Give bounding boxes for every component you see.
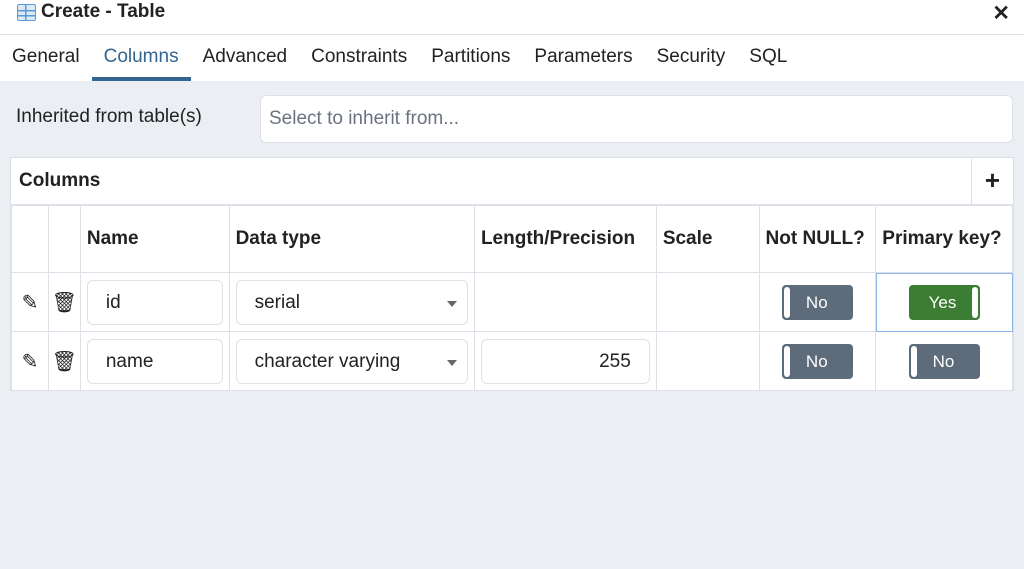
primary-key-toggle[interactable]: No xyxy=(908,343,980,379)
trash-icon[interactable]: 🗑 xyxy=(47,272,81,332)
name-input[interactable]: id xyxy=(86,279,223,325)
tab-bar: General Columns Advanced Constraints Par… xyxy=(0,35,1024,81)
scale-cell[interactable] xyxy=(655,272,760,332)
tab-columns[interactable]: Columns xyxy=(91,35,191,81)
inherit-select[interactable]: Select to inherit from... xyxy=(260,95,1013,143)
columns-table: Name Data type Length/Precision Scale No… xyxy=(11,205,1013,391)
header-primary-key: Primary key? xyxy=(875,205,1013,273)
trash-icon[interactable]: 🗑 xyxy=(47,331,81,391)
edit-icon[interactable]: ✎ xyxy=(11,272,49,332)
tab-partitions[interactable]: Partitions xyxy=(431,46,511,67)
edit-icon[interactable]: ✎ xyxy=(11,331,49,391)
data-type-select[interactable]: serial xyxy=(235,279,468,325)
length-cell[interactable] xyxy=(473,272,657,332)
tab-security[interactable]: Security xyxy=(656,46,726,67)
scale-cell[interactable] xyxy=(655,331,760,391)
tab-general[interactable]: General xyxy=(12,46,80,67)
tab-advanced[interactable]: Advanced xyxy=(202,46,288,67)
tab-parameters[interactable]: Parameters xyxy=(534,46,633,67)
header-row: Name Data type Length/Precision Scale No… xyxy=(11,205,1013,273)
header-not-null: Not NULL? xyxy=(758,205,877,273)
columns-grid: Columns + Name Data type Length/Precisio… xyxy=(10,157,1014,391)
dialog-title: Create - Table xyxy=(41,1,166,22)
primary-key-toggle[interactable]: Yes xyxy=(908,284,980,320)
grid-header: Columns + xyxy=(11,158,1013,205)
header-length: Length/Precision xyxy=(473,205,657,273)
data-type-select[interactable]: character varying xyxy=(235,338,468,384)
not-null-toggle[interactable]: No xyxy=(781,284,853,320)
tab-sql[interactable]: SQL xyxy=(749,46,788,67)
name-input[interactable]: name xyxy=(86,338,223,384)
not-null-toggle[interactable]: No xyxy=(781,343,853,379)
table-icon xyxy=(17,4,36,21)
length-input[interactable]: 255 xyxy=(480,338,650,384)
tab-constraints[interactable]: Constraints xyxy=(311,46,408,67)
header-scale: Scale xyxy=(655,205,760,273)
dialog-titlebar: Create - Table ✕ xyxy=(0,0,1024,35)
close-icon[interactable]: ✕ xyxy=(992,2,1010,25)
add-column-button[interactable]: + xyxy=(971,158,1013,204)
header-data-type: Data type xyxy=(228,205,475,273)
grid-title: Columns xyxy=(19,170,101,191)
header-name: Name xyxy=(79,205,230,273)
inherit-label: Inherited from table(s) xyxy=(16,106,202,127)
table-row: ✎ 🗑 name character varying 255 No No xyxy=(11,331,1013,391)
table-row: ✎ 🗑 id serial No Yes xyxy=(11,272,1013,332)
